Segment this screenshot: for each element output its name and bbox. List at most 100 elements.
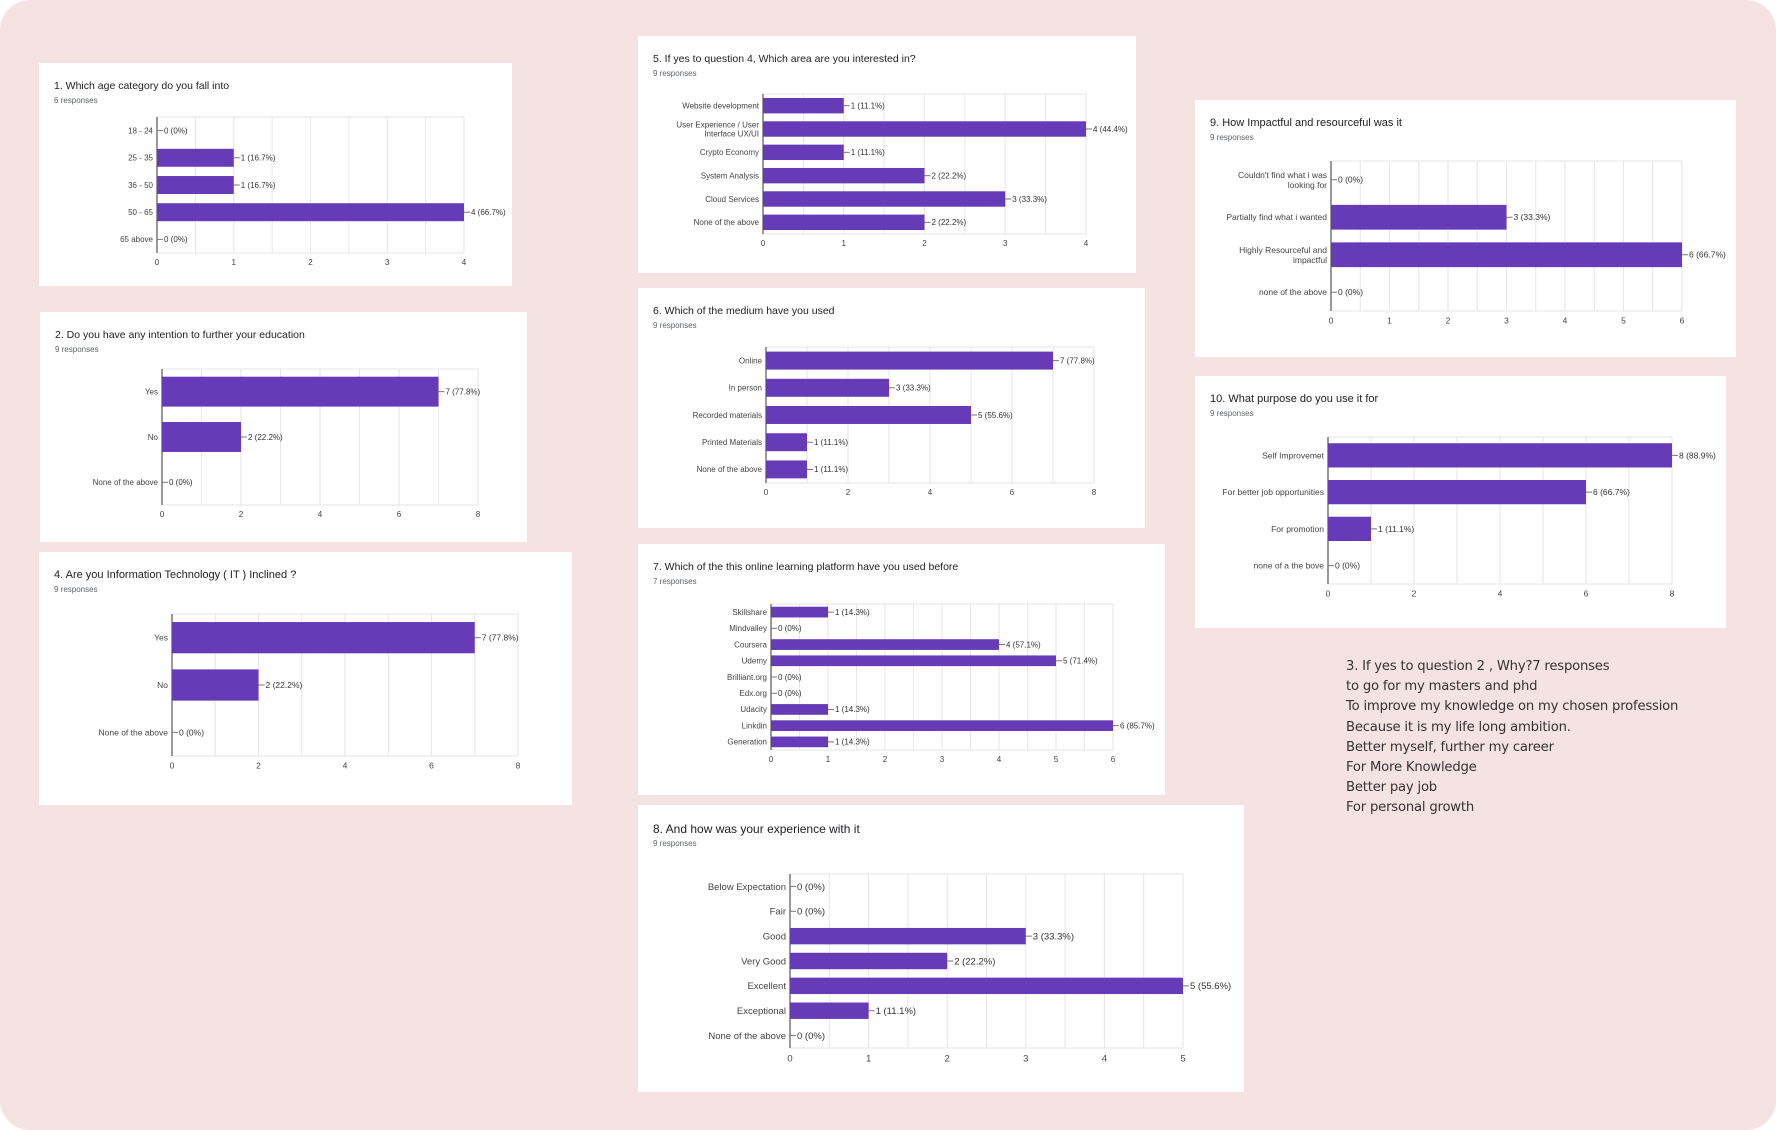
x-tick-label: 2 — [883, 755, 888, 764]
x-tick-label: 1 — [1387, 316, 1392, 326]
value-label: 0 (0%) — [778, 673, 802, 682]
bar-3 — [763, 144, 844, 161]
value-label: 0 (0%) — [169, 478, 193, 487]
category-label: Cloud Services — [705, 195, 759, 204]
chart-subtitle: 9 responses — [1210, 409, 1254, 418]
bar-2 — [763, 121, 1086, 137]
question-3-heading: 3. If yes to question 2 , Why?7 response… — [1346, 659, 1610, 674]
value-label: 0 (0%) — [164, 235, 188, 244]
chart-card-q1: 1. Which age category do you fall into 6 … — [39, 63, 512, 286]
bar-chart-svg: 0 2 4 6 8 Yes 7 (77.8%) No 2 (22.2%) None of the … — [93, 368, 481, 519]
bar-2 — [1328, 479, 1586, 505]
chart-title: 7. Which of the this online learning pla… — [653, 561, 959, 573]
chart-subtitle: 9 responses — [55, 344, 99, 354]
x-tick-label: 6 — [1111, 755, 1116, 764]
category-label: Excellent — [747, 981, 786, 992]
category-label: 65 above — [120, 235, 153, 244]
value-label: 1 (11.1%) — [851, 101, 885, 110]
x-tick-label: 1 — [866, 1054, 871, 1065]
category-label: Self Improvemet — [1262, 450, 1325, 460]
value-label: 6 (66.7%) — [1593, 487, 1630, 497]
x-tick-label: 0 — [170, 761, 175, 771]
x-tick-label: 4 — [1084, 239, 1089, 248]
value-label: 7 (77.8%) — [446, 387, 481, 396]
x-tick-label: 3 — [1003, 239, 1008, 248]
value-label: 4 (66.7%) — [471, 208, 506, 217]
value-label: 1 (16.7%) — [241, 154, 276, 163]
chart-subtitle: 9 responses — [653, 839, 697, 848]
category-label: Edx.org — [739, 689, 767, 698]
x-tick-label: 1 — [842, 239, 847, 248]
x-tick-label: 4 — [318, 510, 323, 519]
category-label: Exceptional — [737, 1006, 786, 1017]
category-label: 50 - 65 — [128, 208, 153, 217]
bar-chart-svg: 0 1 2 3 4 5 Below Expectation 0 (0%) Fair 0 (0%) G… — [708, 873, 1231, 1065]
category-label: Yes — [154, 633, 168, 643]
x-tick-label: 5 — [1621, 316, 1626, 326]
chart-subtitle: 9 responses — [653, 320, 697, 330]
value-label: 0 (0%) — [778, 624, 802, 633]
value-label: 0 (0%) — [1338, 175, 1363, 185]
category-label: Udemy — [742, 657, 767, 666]
category-label: Coursera — [734, 640, 767, 649]
x-tick-label: 4 — [1102, 1054, 1107, 1065]
category-label: Highly Resourceful and impactful — [1239, 245, 1327, 265]
x-tick-label: 0 — [155, 258, 160, 267]
chart-title: 9. How Impactful and resourceful was it — [1210, 117, 1402, 129]
bar-4 — [157, 203, 464, 222]
bar-3 — [766, 406, 971, 424]
x-tick-label: 4 — [343, 761, 348, 771]
response-line: Because it is my life long ambition. — [1346, 719, 1571, 735]
value-label: 3 (33.3%) — [1033, 931, 1074, 942]
chart-card-q4: 4. Are you Information Technology ( IT )… — [39, 552, 572, 805]
value-label: 3 (33.3%) — [1514, 212, 1551, 222]
x-tick-label: 4 — [462, 258, 467, 267]
category-label: Very Good — [741, 956, 786, 967]
x-tick-label: 5 — [1180, 1054, 1185, 1065]
value-label: 6 (66.7%) — [1689, 250, 1726, 260]
x-tick-label: 4 — [997, 755, 1002, 764]
bar-7 — [771, 704, 828, 715]
chart-subtitle: 9 responses — [1210, 133, 1254, 142]
x-tick-label: 0 — [787, 1054, 792, 1065]
response-line: For More Knowledge — [1346, 760, 1477, 776]
chart-card-q9: 9. How Impactful and resourceful was it 9… — [1195, 100, 1736, 357]
chart-subtitle: 6 responses — [54, 95, 98, 105]
chart-subtitle: 9 responses — [54, 585, 98, 594]
chart-title: 2. Do you have any intention to further … — [55, 329, 305, 341]
category-label: User Experience / User Interface UX/UI — [676, 120, 759, 138]
value-label: 2 (22.2%) — [266, 680, 303, 690]
chart-title: 1. Which age category do you fall into — [54, 80, 230, 92]
category-label: Udacity — [740, 705, 767, 714]
category-label: None of the above — [99, 727, 169, 737]
value-label: 0 (0%) — [179, 727, 204, 737]
x-tick-label: 6 — [1680, 316, 1685, 326]
category-label: Website development — [682, 101, 760, 110]
category-label: Recorded materials — [693, 411, 762, 420]
chart-card-q8: 8. And how was your experience with it 9 … — [638, 805, 1244, 1092]
bar-1 — [763, 97, 844, 114]
value-label: 0 (0%) — [164, 126, 188, 135]
category-label: Brilliant.org — [727, 673, 767, 682]
bar-chart-svg: 0 1 2 3 4 5 6 Skillshare 1 (14.3%) Mindvalley 0 (0… — [727, 603, 1155, 764]
x-tick-label: 8 — [1670, 589, 1675, 599]
chart-subtitle: 7 responses — [653, 576, 697, 586]
category-label: In person — [729, 384, 762, 393]
bar-4 — [763, 167, 925, 184]
bar-chart-svg: 0 2 4 6 8 Yes 7 (77.8%) No 2 (22.2%) None of the … — [99, 613, 521, 771]
category-label: For better job opportunities — [1222, 487, 1324, 497]
value-label: 1 (14.3%) — [835, 608, 870, 617]
chart-subtitle: 9 responses — [653, 68, 697, 78]
category-label: Partially find what i wanted — [1226, 212, 1327, 222]
value-label: 1 (14.3%) — [835, 705, 870, 714]
x-tick-label: 8 — [476, 510, 481, 519]
x-tick-label: 3 — [385, 258, 390, 267]
value-label: 4 (44.4%) — [1093, 125, 1128, 134]
bar-3 — [790, 927, 1026, 945]
x-tick-label: 6 — [429, 761, 434, 771]
bar-5 — [790, 977, 1183, 995]
category-label: Good — [763, 931, 786, 942]
bar-3 — [771, 639, 999, 650]
bar-1 — [162, 376, 439, 407]
